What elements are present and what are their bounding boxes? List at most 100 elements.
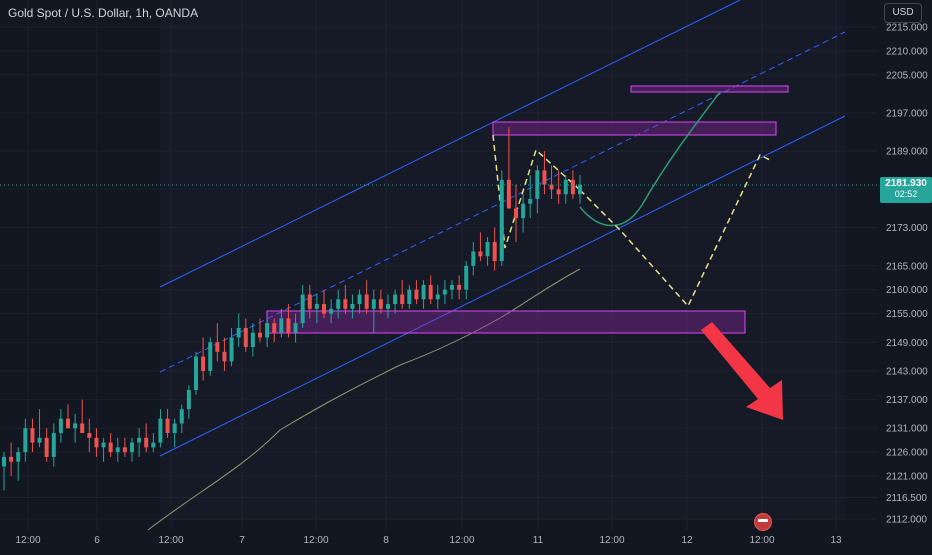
candle-body[interactable]	[464, 265, 469, 290]
candle-body[interactable]	[229, 337, 234, 362]
candle-body[interactable]	[535, 170, 540, 199]
candle-body[interactable]	[37, 437, 42, 443]
candle-body[interactable]	[279, 318, 284, 333]
candle-body[interactable]	[137, 437, 142, 443]
candle-body[interactable]	[450, 284, 454, 290]
candle-body[interactable]	[23, 428, 28, 453]
candle-body[interactable]	[514, 208, 518, 219]
channel-lower-line[interactable]	[159, 115, 846, 457]
candle-body[interactable]	[194, 356, 198, 391]
candle-body[interactable]	[407, 289, 412, 305]
y-tick-label: 2165.000	[886, 261, 928, 272]
candle-body[interactable]	[343, 299, 348, 309]
candle-body[interactable]	[393, 294, 398, 305]
y-tick-label: 2210.000	[886, 46, 928, 57]
candle-body[interactable]	[563, 179, 568, 195]
candle-body[interactable]	[58, 418, 63, 434]
candle-body[interactable]	[570, 179, 575, 195]
candle-body[interactable]	[521, 203, 526, 219]
candle-body[interactable]	[144, 437, 149, 448]
bearish-arrow[interactable]	[701, 322, 783, 420]
candle-body[interactable]	[322, 304, 326, 314]
resistance-zone-top[interactable]	[630, 85, 789, 93]
candle-body[interactable]	[357, 294, 362, 305]
candle-body[interactable]	[492, 241, 497, 262]
candle-body[interactable]	[272, 323, 277, 333]
y-tick-label: 2112.000	[886, 515, 927, 526]
candle-body[interactable]	[115, 447, 120, 453]
candle-body[interactable]	[243, 327, 248, 348]
candle-body[interactable]	[87, 433, 92, 438]
candle-body[interactable]	[400, 294, 405, 305]
candle-body[interactable]	[236, 327, 241, 338]
candle-body[interactable]	[371, 299, 376, 309]
candle-body[interactable]	[44, 437, 49, 457]
candle-body[interactable]	[386, 304, 390, 309]
resistance-zone-mid[interactable]	[492, 121, 777, 136]
x-tick-label: 6	[94, 535, 100, 546]
candle-body[interactable]	[428, 284, 433, 300]
candle-body[interactable]	[94, 437, 99, 448]
time-axis[interactable]: 12:00 6 12:00 7 12:00 8 12:00 11 12:00 12 12:00 13	[15, 535, 842, 546]
candle-body[interactable]	[186, 390, 191, 410]
currency-button[interactable]: USD	[884, 3, 922, 23]
candle-body[interactable]	[208, 342, 213, 371]
candle-body[interactable]	[51, 433, 56, 457]
candle-body[interactable]	[336, 299, 341, 309]
candle-body[interactable]	[307, 294, 312, 309]
candle-body[interactable]	[250, 332, 255, 348]
candle-body[interactable]	[172, 423, 177, 434]
candle-body[interactable]	[2, 456, 6, 467]
bullish-path[interactable]	[579, 91, 721, 227]
y-tick-label: 2116.500	[886, 493, 927, 504]
candle-body[interactable]	[350, 304, 355, 309]
candle-body[interactable]	[378, 299, 383, 309]
candle-body[interactable]	[215, 342, 220, 352]
candle-body[interactable]	[80, 423, 85, 434]
candle-body[interactable]	[108, 442, 113, 453]
candle-body[interactable]	[286, 318, 291, 333]
candle-body[interactable]	[66, 418, 70, 429]
candle-body[interactable]	[222, 351, 227, 362]
candle-body[interactable]	[435, 294, 440, 300]
candle-body[interactable]	[265, 323, 270, 338]
candle-body[interactable]	[179, 409, 184, 424]
price-axis[interactable]: 2112.000 2116.500 2121.000 2126.000 2131.000…	[886, 23, 928, 526]
candle-body[interactable]	[542, 170, 547, 185]
candle-body[interactable]	[457, 284, 462, 290]
candle-body[interactable]	[528, 198, 533, 204]
candle-body[interactable]	[16, 452, 21, 462]
candle-body[interactable]	[314, 304, 319, 309]
candle-body[interactable]	[101, 442, 106, 448]
channel-upper-line[interactable]	[159, 0, 741, 288]
candle-body[interactable]	[293, 323, 298, 333]
economic-event-flag-icon[interactable]	[754, 513, 772, 531]
candle-body[interactable]	[442, 289, 447, 295]
candle-body[interactable]	[165, 418, 170, 434]
candle-body[interactable]	[73, 423, 78, 429]
candle-body[interactable]	[329, 308, 334, 314]
y-tick-label: 2197.000	[886, 108, 928, 119]
candle-body[interactable]	[556, 189, 561, 195]
candle-body[interactable]	[258, 332, 262, 338]
candle-body[interactable]	[9, 456, 14, 462]
candle-body[interactable]	[151, 442, 156, 448]
candle-body[interactable]	[499, 179, 504, 262]
candle-body[interactable]	[471, 251, 476, 266]
candle-body[interactable]	[122, 447, 127, 453]
candle-body[interactable]	[201, 356, 206, 371]
candle-body[interactable]	[485, 241, 490, 257]
projection-path[interactable]	[492, 134, 771, 308]
candle-body[interactable]	[578, 184, 582, 195]
candle-body[interactable]	[130, 442, 134, 453]
candle-body[interactable]	[158, 418, 163, 443]
candle-body[interactable]	[300, 294, 305, 324]
candle-body[interactable]	[30, 428, 35, 443]
candle-body[interactable]	[549, 184, 554, 190]
candle-body[interactable]	[421, 284, 426, 300]
candle-body[interactable]	[414, 289, 419, 300]
candle-body[interactable]	[364, 294, 369, 309]
candle-body[interactable]	[506, 179, 511, 209]
candle-body[interactable]	[478, 251, 483, 257]
